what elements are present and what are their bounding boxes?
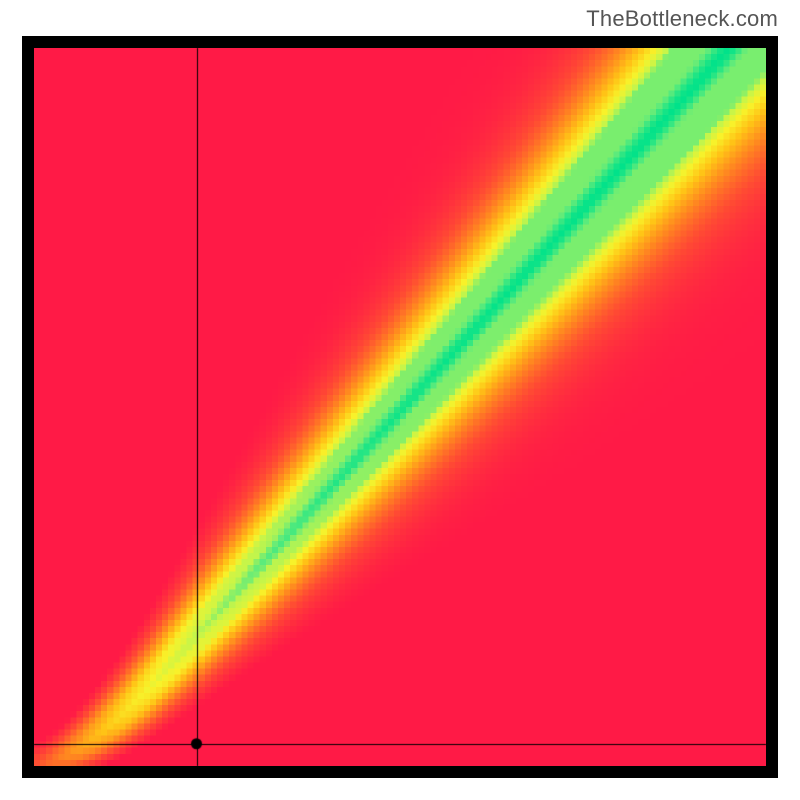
plot-box <box>22 36 778 778</box>
figure-frame: TheBottleneck.com <box>0 0 800 800</box>
attribution-text: TheBottleneck.com <box>586 6 778 32</box>
crosshair-canvas <box>22 36 778 778</box>
